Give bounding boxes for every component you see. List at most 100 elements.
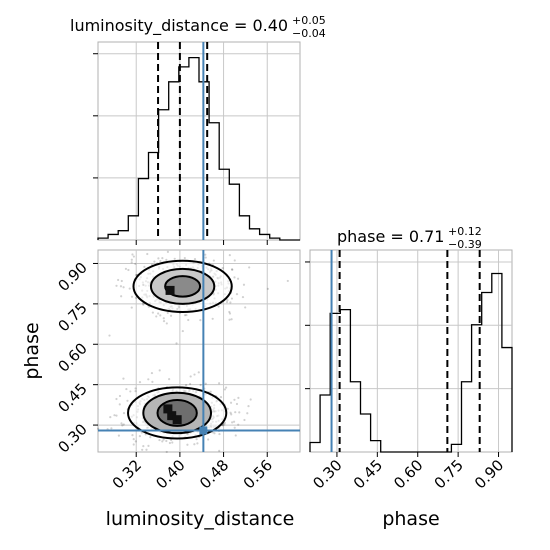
sample-point: [118, 403, 121, 406]
sample-point: [147, 378, 150, 381]
sample-point: [162, 317, 165, 320]
luminosity-distance-histogram: [93, 42, 300, 245]
panel-frame-joint: [97, 249, 301, 453]
sample-point: [151, 311, 154, 314]
sample-point: [218, 449, 221, 452]
sample-point: [237, 423, 240, 426]
sample-point: [97, 427, 100, 430]
sample-point: [193, 373, 196, 376]
sample-point: [228, 318, 231, 321]
sample-point: [233, 426, 236, 429]
sample-point: [233, 398, 236, 401]
sample-point: [233, 276, 236, 279]
sample-point: [189, 382, 192, 386]
truth-marker: [199, 426, 208, 435]
sample-point: [128, 287, 131, 290]
density-peak-cell: [165, 285, 175, 295]
sample-point: [228, 254, 231, 257]
sample-point: [147, 444, 150, 447]
sample-point: [129, 390, 132, 393]
sample-point: [121, 424, 124, 427]
sample-point: [226, 407, 229, 410]
y-tick-label: 0.60: [54, 339, 90, 375]
sample-point: [223, 423, 226, 426]
sample-point: [223, 388, 227, 391]
sample-point: [228, 312, 232, 315]
sample-point: [213, 432, 216, 435]
sample-point: [115, 284, 118, 287]
sample-point: [130, 295, 134, 298]
sample-point: [236, 277, 240, 280]
sample-point: [126, 399, 129, 402]
y-tick-label: 0.45: [54, 380, 90, 416]
sample-point: [134, 262, 137, 266]
svg-text:−0.39: −0.39: [448, 238, 482, 251]
phase-histogram: 0.30 0.45 0.60 0.75 0.90: [305, 250, 513, 492]
x-tick-label: 0.40: [152, 456, 188, 492]
x-tick-label: 0.75: [431, 456, 467, 492]
x-tick-label: 0.90: [471, 456, 507, 492]
svg-text:+0.12: +0.12: [448, 225, 482, 238]
sample-point: [142, 303, 145, 306]
sample-point: [134, 387, 137, 390]
sample-point: [153, 260, 156, 263]
sample-point: [117, 278, 120, 282]
sample-point: [193, 443, 196, 446]
sample-point: [120, 422, 123, 425]
sample-point: [122, 377, 125, 380]
sample-point: [165, 439, 168, 443]
sample-point: [233, 259, 236, 262]
sample-point: [183, 256, 186, 260]
sample-point: [159, 259, 162, 263]
sample-point: [234, 434, 237, 437]
sample-point: [226, 298, 229, 302]
sample-point: [230, 268, 234, 271]
sample-point: [229, 401, 233, 404]
sample-point: [246, 412, 249, 415]
x-tick-label: 0.60: [390, 456, 426, 492]
sample-point: [231, 268, 234, 271]
sample-point: [171, 441, 174, 444]
y-tick-label: 0.75: [54, 299, 90, 335]
sample-point: [185, 313, 188, 317]
sample-point: [212, 259, 215, 262]
sample-point: [157, 257, 160, 260]
sample-point: [243, 418, 246, 422]
sample-point: [162, 438, 165, 441]
sample-point: [286, 279, 289, 283]
sample-point: [109, 416, 112, 419]
sample-point: [225, 300, 229, 304]
x-tick-label: 0.32: [109, 456, 145, 492]
sample-point: [242, 283, 246, 286]
sample-point: [155, 315, 158, 318]
sample-point: [204, 382, 207, 385]
svg-text:−0.04: −0.04: [292, 27, 326, 40]
sample-point: [221, 267, 224, 270]
sample-point: [232, 420, 236, 423]
x-axis-label-phase: phase: [382, 508, 439, 530]
sample-point: [143, 265, 146, 268]
sample-point: [158, 369, 161, 372]
sample-point: [125, 387, 128, 391]
sample-point: [230, 318, 233, 321]
svg-text:+0.05: +0.05: [292, 14, 326, 27]
sample-point: [230, 413, 233, 416]
sample-point: [183, 314, 187, 317]
sample-point: [266, 287, 269, 290]
sample-point: [217, 305, 220, 308]
sample-point: [118, 394, 122, 398]
sample-point: [173, 257, 176, 260]
sample-point: [122, 412, 126, 415]
sample-point: [211, 317, 214, 320]
density-peak-cell: [172, 415, 182, 425]
sample-point: [209, 390, 212, 393]
sample-point: [132, 443, 135, 446]
sample-point: [134, 390, 137, 393]
sample-point: [158, 438, 161, 442]
sample-point: [204, 253, 207, 256]
sample-point: [141, 448, 144, 451]
sample-point: [244, 306, 247, 309]
sample-point: [122, 286, 125, 289]
sample-point: [241, 295, 245, 299]
x-axis-label-luminosity-distance: luminosity_distance: [106, 508, 295, 530]
